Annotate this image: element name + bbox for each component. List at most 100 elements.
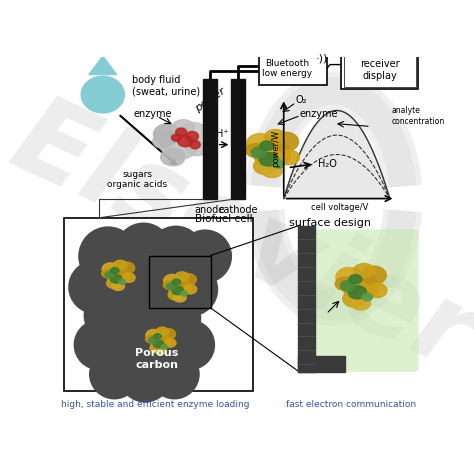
Ellipse shape [246,134,273,154]
Bar [259,52,327,84]
Ellipse shape [168,278,191,296]
Ellipse shape [181,291,187,296]
Text: anode: anode [195,205,225,215]
Text: Elsevier: Elsevier [0,86,474,393]
Ellipse shape [110,275,122,283]
Ellipse shape [114,260,127,270]
Ellipse shape [172,286,183,295]
Ellipse shape [118,262,135,274]
Text: analyte
concentration: analyte concentration [392,106,445,126]
Circle shape [69,261,121,313]
Circle shape [150,349,199,399]
Bar [149,255,210,308]
Circle shape [148,226,204,282]
Text: enzyme: enzyme [134,109,172,119]
Ellipse shape [184,284,197,294]
Ellipse shape [153,340,164,348]
Ellipse shape [348,286,366,299]
Ellipse shape [273,132,299,151]
Ellipse shape [161,328,175,339]
Ellipse shape [122,273,135,283]
Ellipse shape [119,279,126,284]
Ellipse shape [175,272,189,281]
Ellipse shape [173,293,186,302]
Ellipse shape [156,327,169,336]
Ellipse shape [102,263,119,275]
Ellipse shape [351,297,371,310]
Ellipse shape [107,267,130,284]
Ellipse shape [178,136,193,147]
Circle shape [134,259,190,315]
Ellipse shape [150,343,164,353]
Circle shape [103,320,156,373]
Ellipse shape [164,274,181,287]
Ellipse shape [362,293,373,301]
Ellipse shape [105,271,114,278]
Ellipse shape [154,124,181,145]
Ellipse shape [190,140,200,149]
Ellipse shape [354,264,374,278]
Bar [203,79,217,199]
Circle shape [116,223,171,279]
Ellipse shape [161,148,185,166]
Ellipse shape [273,160,284,168]
Ellipse shape [186,131,199,141]
Ellipse shape [340,281,355,291]
Ellipse shape [164,339,176,347]
Ellipse shape [107,278,121,289]
Ellipse shape [149,337,157,343]
Ellipse shape [167,283,176,290]
Ellipse shape [155,347,166,355]
Ellipse shape [101,269,114,278]
Ellipse shape [279,150,299,165]
Circle shape [79,227,137,285]
Ellipse shape [251,147,266,158]
Text: cathode: cathode [219,205,258,215]
Text: high, stable and efficient enzyme loading: high, stable and efficient enzyme loadin… [61,401,249,410]
Circle shape [119,349,171,402]
Text: enzyme: enzyme [299,109,337,119]
Text: power: power [193,86,228,114]
Text: ·)): ·)) [316,54,328,64]
Ellipse shape [180,273,196,285]
Bar [344,53,416,87]
Bar [231,79,245,199]
Ellipse shape [150,333,171,349]
Ellipse shape [172,120,194,135]
Ellipse shape [172,134,181,141]
Polygon shape [298,226,315,372]
Ellipse shape [161,130,199,159]
Circle shape [179,230,231,283]
Ellipse shape [187,140,208,156]
Text: H₂O: H₂O [319,159,337,169]
Polygon shape [81,76,124,113]
Ellipse shape [343,273,379,301]
Bar [341,51,419,89]
Ellipse shape [336,267,362,287]
Polygon shape [89,56,117,74]
Ellipse shape [172,279,181,285]
Text: cell voltage/V: cell voltage/V [311,203,368,212]
Circle shape [100,257,156,312]
Ellipse shape [110,267,119,273]
Circle shape [114,288,169,343]
Circle shape [148,292,201,344]
Ellipse shape [163,281,175,289]
Ellipse shape [146,335,156,343]
Text: surface design: surface design [289,218,371,228]
Ellipse shape [367,283,387,298]
Text: body fluid
(sweat, urine): body fluid (sweat, urine) [132,74,200,96]
Text: sugars
organic acids: sugars organic acids [108,170,167,189]
Ellipse shape [161,345,167,349]
Text: fast electron communication: fast electron communication [286,401,417,410]
Bar [64,218,253,391]
Ellipse shape [181,122,207,142]
Circle shape [84,290,137,342]
Circle shape [90,349,139,399]
Text: O₂: O₂ [295,95,307,105]
Ellipse shape [176,128,187,137]
Text: receiver
display: receiver display [360,59,400,81]
Ellipse shape [254,158,277,174]
Circle shape [134,320,187,373]
Text: H⁺: H⁺ [216,129,228,139]
